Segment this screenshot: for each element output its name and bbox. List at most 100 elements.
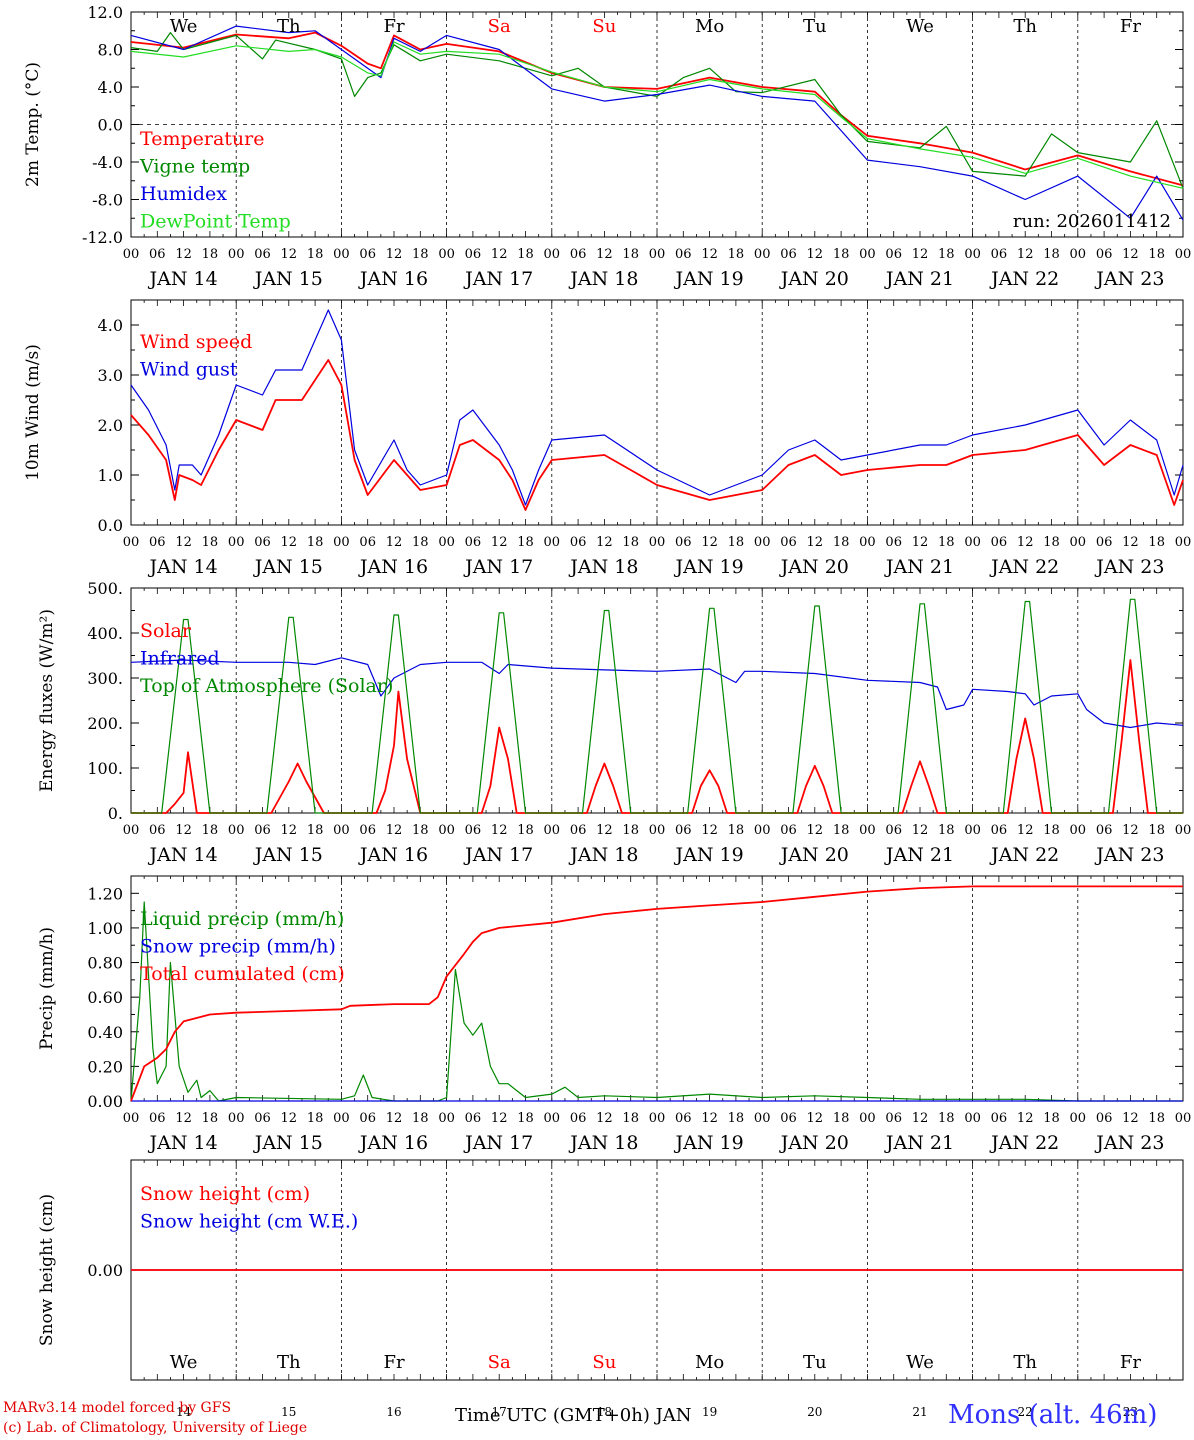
temp-day-name: We <box>170 16 198 37</box>
flux-date-label: JAN 18 <box>568 844 638 866</box>
precip-hour-label: 12 <box>807 1111 824 1126</box>
wind-date-label: JAN 17 <box>463 556 533 578</box>
precip-hour-label: 12 <box>281 1111 298 1126</box>
wind-hour-label: 00 <box>964 535 981 550</box>
temp-hour-label: 12 <box>491 247 508 262</box>
precip-hour-label: 00 <box>754 1111 771 1126</box>
flux-y-tick-label: 200. <box>87 714 123 733</box>
wind-date-label: JAN 19 <box>674 556 744 578</box>
snow-day-number: 23 <box>1123 1405 1138 1419</box>
snow-day-name: Sa <box>488 1352 511 1373</box>
wind-hour-label: 12 <box>386 535 403 550</box>
temp-hour-label: 12 <box>281 247 298 262</box>
precip-hour-label: 12 <box>912 1111 929 1126</box>
wind-y-tick-label: 0.0 <box>98 516 123 535</box>
snow-day-number: 14 <box>176 1405 192 1419</box>
flux-date-label: JAN 16 <box>358 844 428 866</box>
flux-hour-label: 00 <box>228 823 245 838</box>
wind-date-label: JAN 20 <box>779 556 849 578</box>
flux-hour-label: 12 <box>281 823 298 838</box>
temp-legend-entry: Humidex <box>140 183 227 205</box>
flux-hour-label: 00 <box>754 823 771 838</box>
precip-y-tick-label: 0.60 <box>87 988 123 1007</box>
snow-day-name: We <box>170 1352 198 1373</box>
wind-hour-label: 12 <box>175 535 192 550</box>
temp-hour-label: 18 <box>412 247 429 262</box>
temp-hour-label: 18 <box>833 247 850 262</box>
flux-legend-entry: Infrared <box>140 648 220 670</box>
temp-date-label: JAN 19 <box>674 268 744 290</box>
wind-hour-label: 18 <box>517 535 534 550</box>
flux-hour-label: 06 <box>465 823 482 838</box>
flux-hour-label: 12 <box>491 823 508 838</box>
wind-y-tick-label: 2.0 <box>98 416 123 435</box>
flux-y-tick-label: 500. <box>87 579 123 598</box>
precip-hour-label: 18 <box>938 1111 955 1126</box>
temp-hour-label: 00 <box>438 247 455 262</box>
precip-hour-label: 00 <box>333 1111 350 1126</box>
flux-series-infrared <box>130 657 1184 729</box>
flux-hour-label: 00 <box>964 823 981 838</box>
flux-hour-label: 12 <box>807 823 824 838</box>
flux-hour-label: 12 <box>1017 823 1034 838</box>
wind-hour-label: 06 <box>675 535 692 550</box>
flux-hour-label: 06 <box>1096 823 1113 838</box>
precip-hour-label: 12 <box>1017 1111 1034 1126</box>
flux-date-label: JAN 23 <box>1094 844 1164 866</box>
precip-legend-entry: Total cumulated (cm) <box>140 963 345 985</box>
flux-hour-label: 18 <box>938 823 955 838</box>
temp-date-label: JAN 21 <box>884 268 954 290</box>
station-name: Mons (alt. 46m) <box>948 1400 1158 1430</box>
flux-date-label: JAN 15 <box>253 844 323 866</box>
precip-hour-label: 06 <box>780 1111 797 1126</box>
temp-date-label: JAN 14 <box>148 268 218 290</box>
precip-y-tick-label: 0.80 <box>87 954 123 973</box>
temp-hour-label: 00 <box>1070 247 1087 262</box>
wind-date-label: JAN 18 <box>568 556 638 578</box>
flux-hour-label: 18 <box>517 823 534 838</box>
snow-day-number: 18 <box>597 1405 612 1419</box>
temp-date-label: JAN 23 <box>1094 268 1164 290</box>
temp-legend-entry: Temperature <box>140 128 264 150</box>
precip-hour-label: 18 <box>728 1111 745 1126</box>
flux-series-top-of-atmosphere-solar <box>131 598 1183 814</box>
model-credit-line1: MARv3.14 model forced by GFS <box>3 1400 232 1416</box>
wind-hour-label: 18 <box>938 535 955 550</box>
flux-hour-label: 00 <box>438 823 455 838</box>
wind-hour-label: 06 <box>991 535 1008 550</box>
snow-legend-entry: Snow height (cm) <box>140 1183 310 1205</box>
precip-hour-label: 00 <box>438 1111 455 1126</box>
precip-hour-label: 00 <box>228 1111 245 1126</box>
precip-hour-label: 06 <box>991 1111 1008 1126</box>
precip-hour-label: 12 <box>386 1111 403 1126</box>
snow-day-number: 22 <box>1018 1405 1033 1419</box>
precip-hour-label: 18 <box>307 1111 324 1126</box>
precip-y-tick-label: 0.20 <box>87 1057 123 1076</box>
temp-hour-label: 00 <box>964 247 981 262</box>
temp-run-annotation: run: 2026011412 <box>1013 211 1171 232</box>
precip-series-liquid-precip-mm-h <box>130 901 1183 1102</box>
precip-date-label: JAN 15 <box>253 1132 323 1154</box>
temp-hour-label: 06 <box>780 247 797 262</box>
temp-day-name: We <box>906 16 934 37</box>
temp-day-name: Mo <box>695 16 724 37</box>
temp-hour-label: 12 <box>1017 247 1034 262</box>
flux-legend-entry: Solar <box>140 620 192 642</box>
wind-hour-label: 12 <box>491 535 508 550</box>
precip-series-total-cumulated-cm <box>130 885 1183 1102</box>
temp-hour-label: 06 <box>570 247 587 262</box>
precip-hour-label: 00 <box>859 1111 876 1126</box>
wind-hour-label: 00 <box>649 535 666 550</box>
flux-hour-label: 00 <box>333 823 350 838</box>
precip-hour-label: 06 <box>1096 1111 1113 1126</box>
precip-hour-label: 12 <box>1122 1111 1139 1126</box>
wind-legend-entry: Wind speed <box>140 331 252 353</box>
flux-hour-label: 00 <box>1175 823 1192 838</box>
temp-y-tick-label: -8.0 <box>92 191 123 210</box>
temp-day-name: Fr <box>383 16 404 37</box>
snow-day-number: 20 <box>807 1405 822 1419</box>
flux-y-tick-label: 300. <box>87 669 123 688</box>
precip-hour-label: 18 <box>1043 1111 1060 1126</box>
temp-hour-label: 00 <box>649 247 666 262</box>
wind-hour-label: 00 <box>859 535 876 550</box>
